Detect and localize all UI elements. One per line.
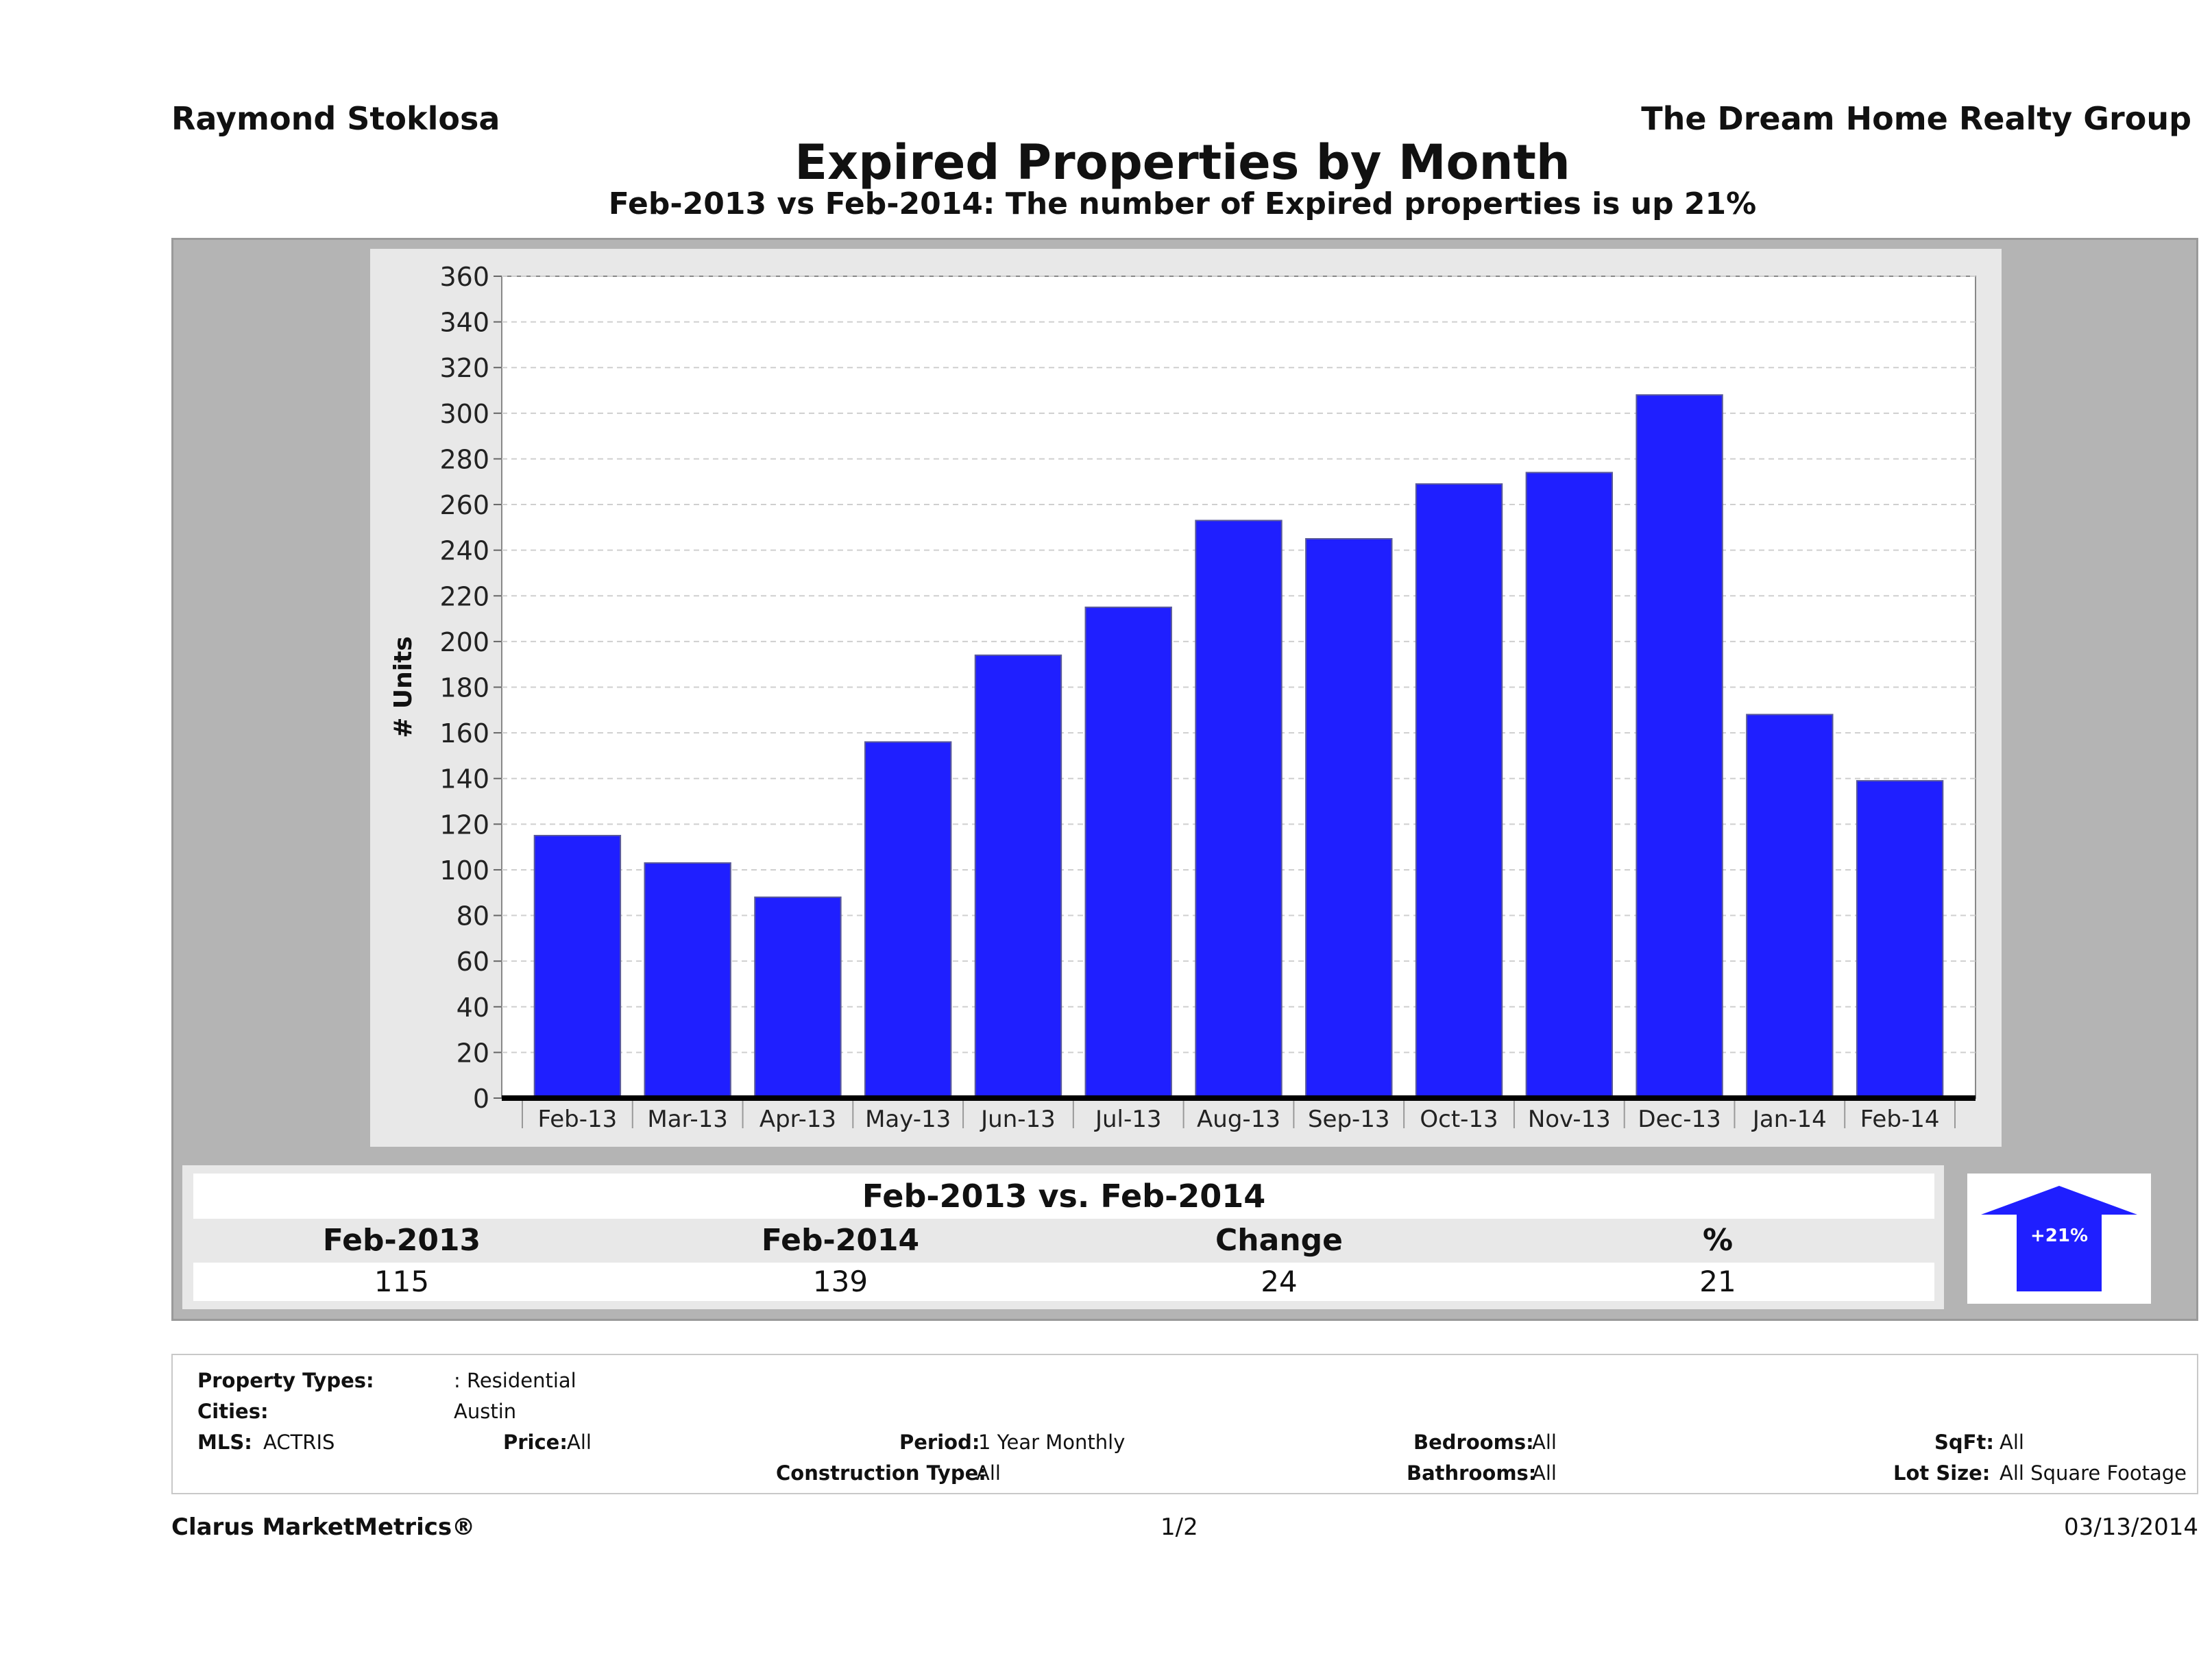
criteria-lot-size-label: Lot Size:	[1893, 1461, 1991, 1485]
comparison-value-start: 115	[374, 1265, 430, 1298]
y-axis-label: # Units	[389, 636, 417, 738]
x-tick-label: Nov-13	[1528, 1106, 1611, 1133]
company-name: The Dream Home Realty Group	[1641, 100, 2191, 137]
y-tick-label: 60	[457, 947, 489, 977]
criteria-period-value: 1 Year Monthly	[978, 1431, 1126, 1454]
x-tick-label: Mar-13	[647, 1106, 728, 1133]
bar-jul-13	[1084, 606, 1172, 1099]
x-tick-label: Jan-14	[1751, 1106, 1827, 1133]
criteria-bedrooms-value: All	[1532, 1431, 1557, 1454]
chart-subtitle: Feb-2013 vs Feb-2014: The number of Expi…	[608, 186, 1757, 221]
criteria-sqft-label: SqFt:	[1934, 1431, 1994, 1454]
y-tick-label: 80	[457, 901, 489, 932]
x-tick-label: Dec-13	[1638, 1106, 1721, 1133]
comparison-header-end: Feb-2014	[761, 1223, 920, 1258]
criteria-lot-size-value: All Square Footage	[2000, 1461, 2187, 1485]
y-tick-label: 20	[457, 1038, 489, 1068]
x-tick-label: Sep-13	[1308, 1106, 1390, 1133]
criteria-cities-label: Cities:	[197, 1400, 269, 1423]
footer-brand: Clarus MarketMetrics®	[171, 1513, 476, 1541]
agent-name: Raymond Stoklosa	[171, 100, 500, 137]
y-tick-label: 340	[439, 308, 489, 338]
y-tick-label: 240	[439, 536, 489, 566]
bar-may-13	[864, 741, 952, 1099]
y-tick-label: 280	[439, 444, 489, 474]
bar-jan-14	[1746, 714, 1834, 1099]
y-tick-label: 200	[439, 627, 489, 657]
x-tick-label: Oct-13	[1420, 1106, 1498, 1133]
y-tick-label: 180	[439, 673, 489, 703]
criteria-mls-value: ACTRIS	[263, 1431, 335, 1454]
y-tick-label: 260	[439, 490, 489, 520]
criteria-property-types-value: : Residential	[454, 1369, 576, 1392]
bar-feb-14	[1856, 780, 1944, 1099]
x-tick-label: May-13	[865, 1106, 951, 1133]
footer-page-number: 1/2	[1160, 1513, 1198, 1541]
comparison-title: Feb-2013 vs. Feb-2014	[193, 1174, 1934, 1219]
y-tick-label: 300	[439, 399, 489, 429]
criteria-property-types-label: Property Types:	[197, 1369, 374, 1392]
x-tick-label: Feb-14	[1860, 1106, 1940, 1133]
y-tick-label: 40	[457, 993, 489, 1023]
change-badge-label: +21%	[2030, 1226, 2089, 1246]
x-tick-label: Apr-13	[759, 1106, 836, 1133]
bar-feb-13	[533, 834, 622, 1099]
criteria-bedrooms-label: Bedrooms:	[1413, 1431, 1534, 1454]
comparison-value-end: 139	[812, 1265, 868, 1298]
bar-jun-13	[974, 654, 1062, 1099]
bar-apr-13	[754, 896, 842, 1099]
search-criteria: Property Types: : Residential Cities: Au…	[171, 1354, 2198, 1494]
bar-chart: 0 20 40 60 80 100 120 140 160 180 200 220 240 260 280 3…	[389, 262, 1976, 1133]
y-tick-label: 120	[439, 810, 489, 840]
bar-aug-13	[1195, 520, 1283, 1099]
y-tick-label: 360	[439, 262, 489, 292]
y-tick-label: 140	[439, 764, 489, 794]
criteria-mls-label: MLS:	[197, 1431, 252, 1454]
comparison-header-change: Change	[1215, 1223, 1343, 1258]
y-tick-label: 160	[439, 718, 489, 749]
chart-title: Expired Properties by Month	[794, 134, 1570, 191]
y-tick-label: 320	[439, 353, 489, 383]
criteria-price-value: All	[567, 1431, 592, 1454]
change-badge: +21%	[1967, 1174, 2151, 1304]
criteria-bathrooms-value: All	[1532, 1461, 1557, 1485]
comparison-value-percent: 21	[1699, 1265, 1736, 1298]
x-tick-label: Aug-13	[1197, 1106, 1280, 1133]
y-tick-label: 100	[439, 855, 489, 886]
criteria-sqft-value: All	[2000, 1431, 2024, 1454]
criteria-period-label: Period:	[899, 1431, 980, 1454]
x-tick-label: Jun-13	[980, 1106, 1056, 1133]
bar-sep-13	[1305, 538, 1393, 1099]
plot-area: 0 20 40 60 80 100 120 140 160 180 200 220 240 260 280 3…	[370, 249, 2002, 1147]
criteria-construction-value: All	[976, 1461, 1001, 1485]
x-tick-label: Feb-13	[538, 1106, 618, 1133]
x-tick-label: Jul-13	[1094, 1106, 1162, 1133]
comparison-header-start: Feb-2013	[322, 1223, 481, 1258]
footer-date: 03/13/2014	[2064, 1513, 2198, 1541]
criteria-bathrooms-label: Bathrooms:	[1407, 1461, 1537, 1485]
bar-nov-13	[1525, 472, 1614, 1099]
comparison-table: Feb-2013 vs. Feb-2014 Feb-2013 Feb-2014 …	[182, 1165, 1944, 1309]
bar-mar-13	[644, 862, 731, 1099]
comparison-header-percent: %	[1702, 1223, 1734, 1258]
comparison-values-row	[193, 1263, 1934, 1301]
criteria-price-label: Price:	[503, 1431, 568, 1454]
bar-dec-13	[1636, 394, 1723, 1099]
up-arrow-icon	[1981, 1186, 2137, 1291]
criteria-construction-label: Construction Type:	[776, 1461, 986, 1485]
comparison-value-change: 24	[1261, 1265, 1298, 1298]
y-tick-label: 0	[473, 1084, 489, 1114]
bar-oct-13	[1415, 483, 1503, 1099]
y-tick-label: 220	[439, 581, 489, 611]
criteria-cities-value: Austin	[454, 1400, 517, 1423]
